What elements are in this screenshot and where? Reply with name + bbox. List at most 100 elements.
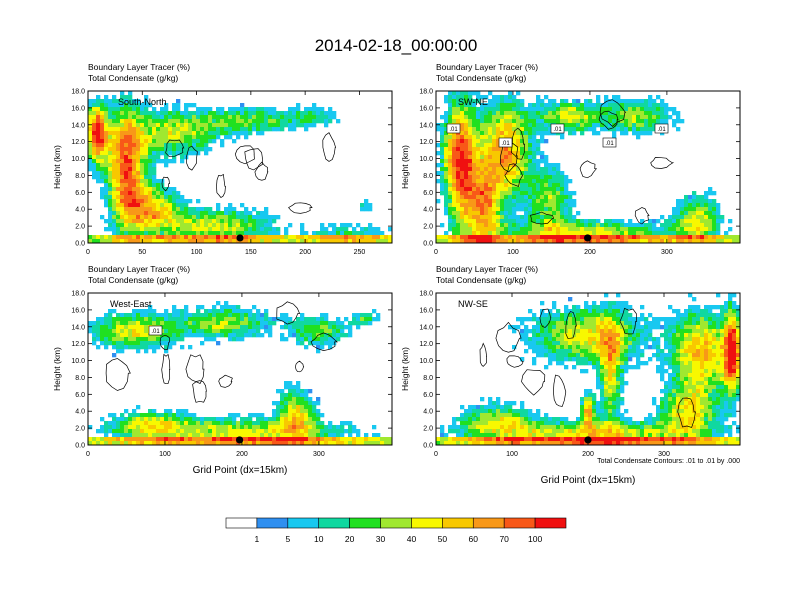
field-cell — [252, 429, 257, 434]
field-cell — [168, 333, 173, 338]
field-cell — [488, 223, 493, 228]
field-cell — [384, 239, 389, 244]
field-cell — [548, 337, 553, 342]
field-cell — [116, 437, 121, 442]
field-cell — [164, 441, 169, 446]
field-cell — [476, 199, 481, 204]
field-cell — [248, 227, 253, 232]
field-cell — [600, 325, 605, 330]
field-cell — [552, 325, 557, 330]
field-cell — [240, 313, 245, 318]
field-cell — [292, 421, 297, 426]
field-cell — [508, 163, 513, 168]
field-cell — [148, 239, 153, 244]
field-cell — [596, 239, 601, 244]
field-cell — [164, 207, 169, 212]
field-cell — [708, 203, 713, 208]
field-cell — [240, 111, 245, 116]
field-cell — [584, 305, 589, 310]
field-cell — [180, 313, 185, 318]
field-cell — [212, 127, 217, 132]
field-cell — [292, 397, 297, 402]
field-cell — [632, 337, 637, 342]
field-cell — [336, 441, 341, 446]
field-cell — [220, 417, 225, 422]
field-cell — [692, 219, 697, 224]
field-cell — [228, 429, 233, 434]
field-cell — [532, 139, 537, 144]
field-cell — [636, 131, 641, 136]
field-cell — [124, 135, 129, 140]
field-cell — [184, 413, 189, 418]
field-cell — [568, 127, 573, 132]
field-cell — [688, 345, 693, 350]
field-cell — [248, 421, 253, 426]
field-cell — [272, 401, 277, 406]
field-cell — [456, 151, 461, 156]
field-cell — [532, 187, 537, 192]
field-cell — [532, 107, 537, 112]
field-cell — [160, 187, 165, 192]
field-cell — [688, 329, 693, 334]
field-cell — [460, 123, 465, 128]
field-cell — [260, 219, 265, 224]
field-cell — [528, 171, 533, 176]
field-cell — [684, 321, 689, 326]
field-cell — [124, 187, 129, 192]
field-cell — [484, 127, 489, 132]
field-cell — [216, 215, 221, 220]
field-cell — [540, 155, 545, 160]
field-cell — [548, 119, 553, 124]
field-cell — [728, 313, 733, 318]
field-cell — [720, 349, 725, 354]
field-cell — [536, 329, 541, 334]
field-cell — [516, 317, 521, 322]
field-cell — [528, 131, 533, 136]
field-cell — [344, 441, 349, 446]
field-cell — [172, 119, 177, 124]
field-cell — [580, 313, 585, 318]
field-cell — [524, 227, 529, 232]
field-cell — [284, 317, 289, 322]
field-cell — [328, 429, 333, 434]
field-cell — [448, 103, 453, 108]
field-cell — [160, 429, 165, 434]
field-cell — [120, 313, 125, 318]
field-cell — [524, 203, 529, 208]
field-cell — [152, 179, 157, 184]
field-cell — [536, 337, 541, 342]
field-cell — [292, 325, 297, 330]
field-cell — [604, 333, 609, 338]
field-cell — [124, 103, 129, 108]
y-tick-label: 4.0 — [423, 207, 433, 214]
field-cell — [624, 345, 629, 350]
field-cell — [520, 127, 525, 132]
field-cell — [248, 115, 253, 120]
field-cell — [176, 223, 181, 228]
field-cell — [700, 333, 705, 338]
field-cell — [240, 317, 245, 322]
field-cell — [456, 107, 461, 112]
field-cell — [240, 203, 245, 208]
field-cell — [252, 433, 257, 438]
field-cell — [212, 139, 217, 144]
field-cell — [528, 155, 533, 160]
field-cell — [600, 107, 605, 112]
field-cell — [536, 345, 541, 350]
field-cell — [224, 219, 229, 224]
field-cell — [220, 325, 225, 330]
field-cell — [148, 223, 153, 228]
field-cell — [532, 103, 537, 108]
panel-2: .01.01.01.01.010.02.04.06.08.010.012.014… — [400, 62, 741, 256]
field-cell — [256, 223, 261, 228]
field-cell — [528, 107, 533, 112]
field-cell — [120, 333, 125, 338]
field-cell — [552, 191, 557, 196]
field-cell — [548, 321, 553, 326]
field-cell — [268, 437, 273, 442]
field-cell — [704, 345, 709, 350]
field-cell — [568, 119, 573, 124]
field-cell — [660, 99, 665, 104]
field-cell — [144, 413, 149, 418]
field-cell — [516, 127, 521, 132]
